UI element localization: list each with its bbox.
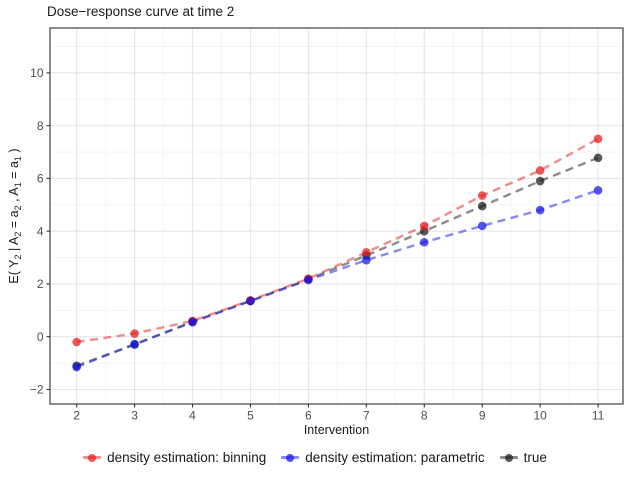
data-point	[477, 221, 487, 231]
x-tick-label: 10	[533, 409, 547, 423]
legend: density estimation: binning density estim…	[0, 450, 630, 465]
data-point	[593, 185, 603, 195]
y-tick-label: 6	[37, 172, 44, 186]
y-tick-label: 10	[30, 66, 44, 80]
y-tick-labels: −2 0 2 4 6 8 10	[30, 66, 44, 397]
legend-item: density estimation: parametric	[281, 450, 485, 465]
grid-minor	[50, 28, 623, 404]
x-tick-labels: 2 3 4 5 6 7 8 9 10 11	[73, 409, 604, 423]
legend-item: density estimation: binning	[83, 450, 266, 465]
data-point	[362, 247, 371, 257]
x-tick-label: 6	[305, 409, 312, 423]
data-point	[477, 191, 487, 200]
legend-dot-icon	[88, 453, 97, 462]
series-parametric	[72, 185, 603, 372]
legend-label: density estimation: binning	[107, 450, 267, 465]
legend-item: true	[499, 450, 547, 465]
y-tick-label: 2	[37, 277, 44, 291]
legend-key-icon	[281, 451, 300, 465]
data-point	[362, 255, 371, 265]
x-tick-label: 9	[479, 409, 486, 423]
data-point	[188, 317, 197, 327]
chart-title: Dose−response curve at time 2	[47, 4, 235, 19]
x-tick-label: 11	[592, 409, 605, 423]
y-tick-label: 4	[37, 224, 44, 238]
y-tick-label: −2	[30, 383, 44, 397]
data-point	[477, 201, 487, 211]
series-line	[76, 189, 599, 369]
data-point	[419, 237, 429, 247]
x-tick-label: 2	[73, 409, 80, 423]
data-point	[246, 296, 255, 306]
data-point	[593, 134, 603, 144]
data-point	[130, 339, 139, 349]
legend-key-icon	[499, 451, 518, 465]
data-point	[304, 275, 313, 285]
data-point	[72, 337, 81, 347]
grid-major	[50, 28, 623, 404]
data-point	[72, 362, 81, 372]
x-tick-label: 4	[189, 409, 196, 423]
y-tick-label: 8	[37, 119, 44, 133]
data-point	[535, 205, 545, 215]
legend-key-icon	[83, 451, 102, 465]
data-point	[535, 166, 545, 175]
y-tick-label: 0	[37, 330, 44, 344]
x-tick-label: 8	[421, 409, 428, 423]
legend-label: density estimation: parametric	[305, 450, 485, 465]
legend-dot-icon	[504, 453, 513, 462]
x-axis-label: Intervention	[303, 423, 370, 437]
data-point	[593, 153, 603, 163]
x-tick-label: 3	[131, 409, 138, 423]
legend-label: true	[523, 450, 547, 465]
panel-border	[49, 27, 624, 405]
tick-marks	[46, 72, 599, 408]
x-tick-label: 7	[363, 409, 370, 423]
legend-dot-icon	[286, 453, 295, 462]
x-tick-label: 5	[247, 409, 254, 423]
data-point	[419, 221, 429, 231]
data-point	[535, 176, 545, 186]
data-point	[130, 329, 139, 338]
series-line	[76, 137, 599, 344]
